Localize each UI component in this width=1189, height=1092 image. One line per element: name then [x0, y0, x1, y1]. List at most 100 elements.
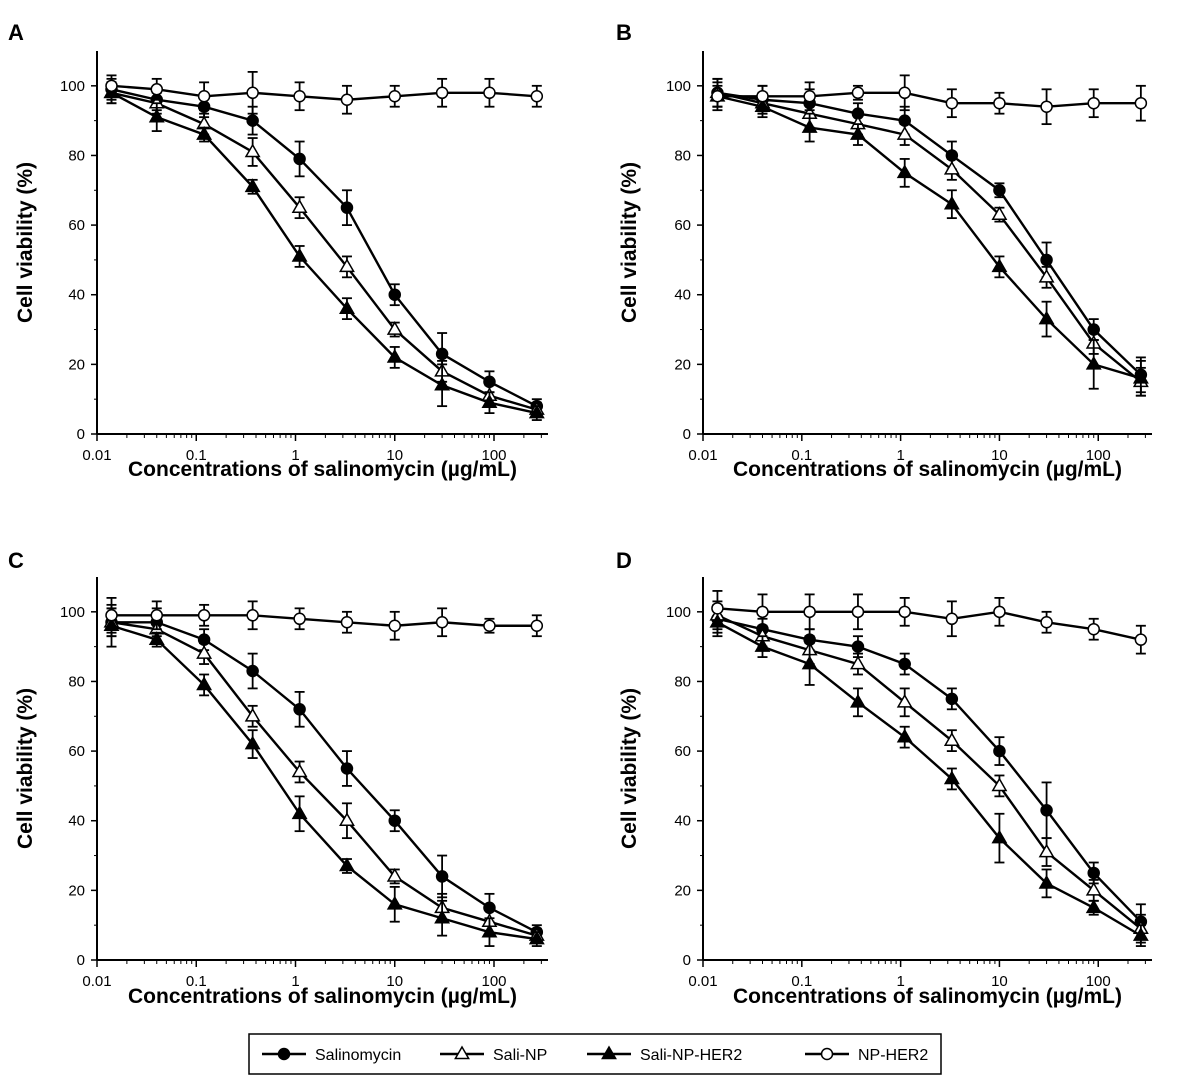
- y-tick-label: 60: [674, 743, 691, 760]
- data-point: [148, 108, 165, 123]
- data-point: [850, 126, 866, 140]
- x-tick-label: 100: [1086, 973, 1111, 990]
- data-point: [756, 605, 769, 619]
- legend-marker: [820, 1047, 834, 1061]
- data-point: [1040, 100, 1053, 113]
- data-point: [803, 90, 816, 103]
- data-point: [1087, 866, 1100, 880]
- data-point: [851, 640, 865, 653]
- data-point: [150, 609, 164, 622]
- x-tick-label: 10: [386, 447, 403, 464]
- x-tick-label: 10: [386, 973, 403, 990]
- data-point: [1132, 369, 1149, 384]
- data-point: [896, 728, 913, 743]
- data-point: [246, 664, 259, 678]
- series-sali-np-her2: [103, 603, 545, 947]
- data-point: [483, 619, 496, 632]
- y-tick-label: 40: [68, 813, 85, 830]
- data-point: [339, 258, 355, 273]
- data-point: [340, 201, 354, 214]
- data-point: [246, 86, 259, 100]
- legend-label: Sali-NP-HER2: [640, 1047, 742, 1064]
- data-point: [196, 645, 213, 659]
- data-point: [711, 602, 724, 615]
- y-tick-label: 0: [77, 952, 85, 969]
- data-point: [340, 762, 354, 775]
- legend-marker: [277, 1047, 291, 1061]
- series-line: [110, 91, 538, 415]
- data-point: [1038, 310, 1055, 325]
- data-point: [197, 609, 211, 622]
- data-point: [1132, 927, 1149, 941]
- data-point: [528, 404, 545, 419]
- x-tick-label: 1: [896, 447, 904, 464]
- y-tick-label: 40: [68, 287, 85, 304]
- data-point: [196, 126, 213, 140]
- x-tick-label: 0.1: [791, 973, 812, 990]
- series-np-her2: [105, 596, 544, 641]
- series-sali-np: [709, 77, 1149, 397]
- series-np-her2: [711, 590, 1148, 655]
- y-tick-label: 80: [674, 673, 691, 690]
- data-point: [340, 93, 354, 106]
- data-point: [1087, 622, 1100, 636]
- chart-panel-c: C 0 20 40 60 80 100 0.01 0.1 1 10 100 Cell viability…: [8, 548, 548, 1008]
- data-point: [896, 164, 913, 179]
- y-tick-label: 0: [683, 952, 691, 969]
- data-point: [993, 96, 1006, 110]
- data-point: [991, 206, 1008, 220]
- legend-marker: [601, 1045, 617, 1060]
- x-tick-label: 0.1: [791, 447, 812, 464]
- data-point: [435, 616, 449, 629]
- y-tick-label: 100: [666, 78, 691, 95]
- y-tick-label: 80: [68, 673, 85, 690]
- data-point: [388, 90, 402, 103]
- legend-item: Sali-NP-HER2: [587, 1045, 742, 1064]
- data-point: [1040, 616, 1053, 629]
- x-tick-label: 100: [1086, 447, 1111, 464]
- x-tick-label: 0.01: [688, 973, 717, 990]
- series-line: [717, 617, 1142, 923]
- legend-item: NP-HER2: [805, 1047, 928, 1064]
- legend-item: Sali-NP: [440, 1045, 547, 1064]
- x-tick-label: 0.01: [82, 973, 111, 990]
- x-tick-label: 0.01: [688, 447, 717, 464]
- data-point: [434, 909, 451, 924]
- y-tick-label: 100: [666, 604, 691, 621]
- series-line: [717, 95, 1142, 380]
- chart-panel-a: A 0 20 40 60 80 100 0.01 0.1 1 10 100 Cell viability…: [8, 20, 548, 481]
- data-point: [991, 829, 1008, 844]
- data-point: [435, 86, 449, 100]
- y-tick-label: 40: [674, 287, 691, 304]
- legend-label: Salinomycin: [315, 1047, 401, 1064]
- data-point: [386, 348, 403, 363]
- data-point: [530, 90, 544, 103]
- y-axis-label: Cell viability (%): [14, 688, 37, 849]
- y-tick-label: 0: [77, 426, 85, 443]
- panel-letter: C: [8, 548, 24, 573]
- series-sali-np-her2: [709, 81, 1149, 397]
- data-point: [481, 923, 498, 938]
- chart-panel-b: B 0 20 40 60 80 100 0.01 0.1 1 10 100 Cell viability…: [616, 20, 1152, 481]
- x-tick-label: 100: [481, 973, 506, 990]
- x-axis-label: Concentrations of salinomycin (µg/mL): [733, 458, 1122, 481]
- data-point: [388, 814, 402, 827]
- series-sali-np-her2: [103, 81, 545, 421]
- data-point: [896, 126, 913, 140]
- data-point: [291, 763, 308, 778]
- data-point: [339, 857, 355, 872]
- x-tick-label: 1: [896, 973, 904, 990]
- data-point: [386, 895, 403, 910]
- data-point: [1085, 881, 1102, 896]
- x-tick-label: 0.1: [186, 973, 207, 990]
- data-point: [246, 609, 259, 622]
- data-point: [945, 692, 959, 706]
- data-point: [105, 609, 118, 622]
- series-salinomycin: [105, 607, 544, 941]
- data-point: [435, 870, 449, 883]
- data-point: [1085, 899, 1102, 914]
- x-tick-label: 0.1: [186, 447, 207, 464]
- y-tick-label: 20: [68, 356, 85, 373]
